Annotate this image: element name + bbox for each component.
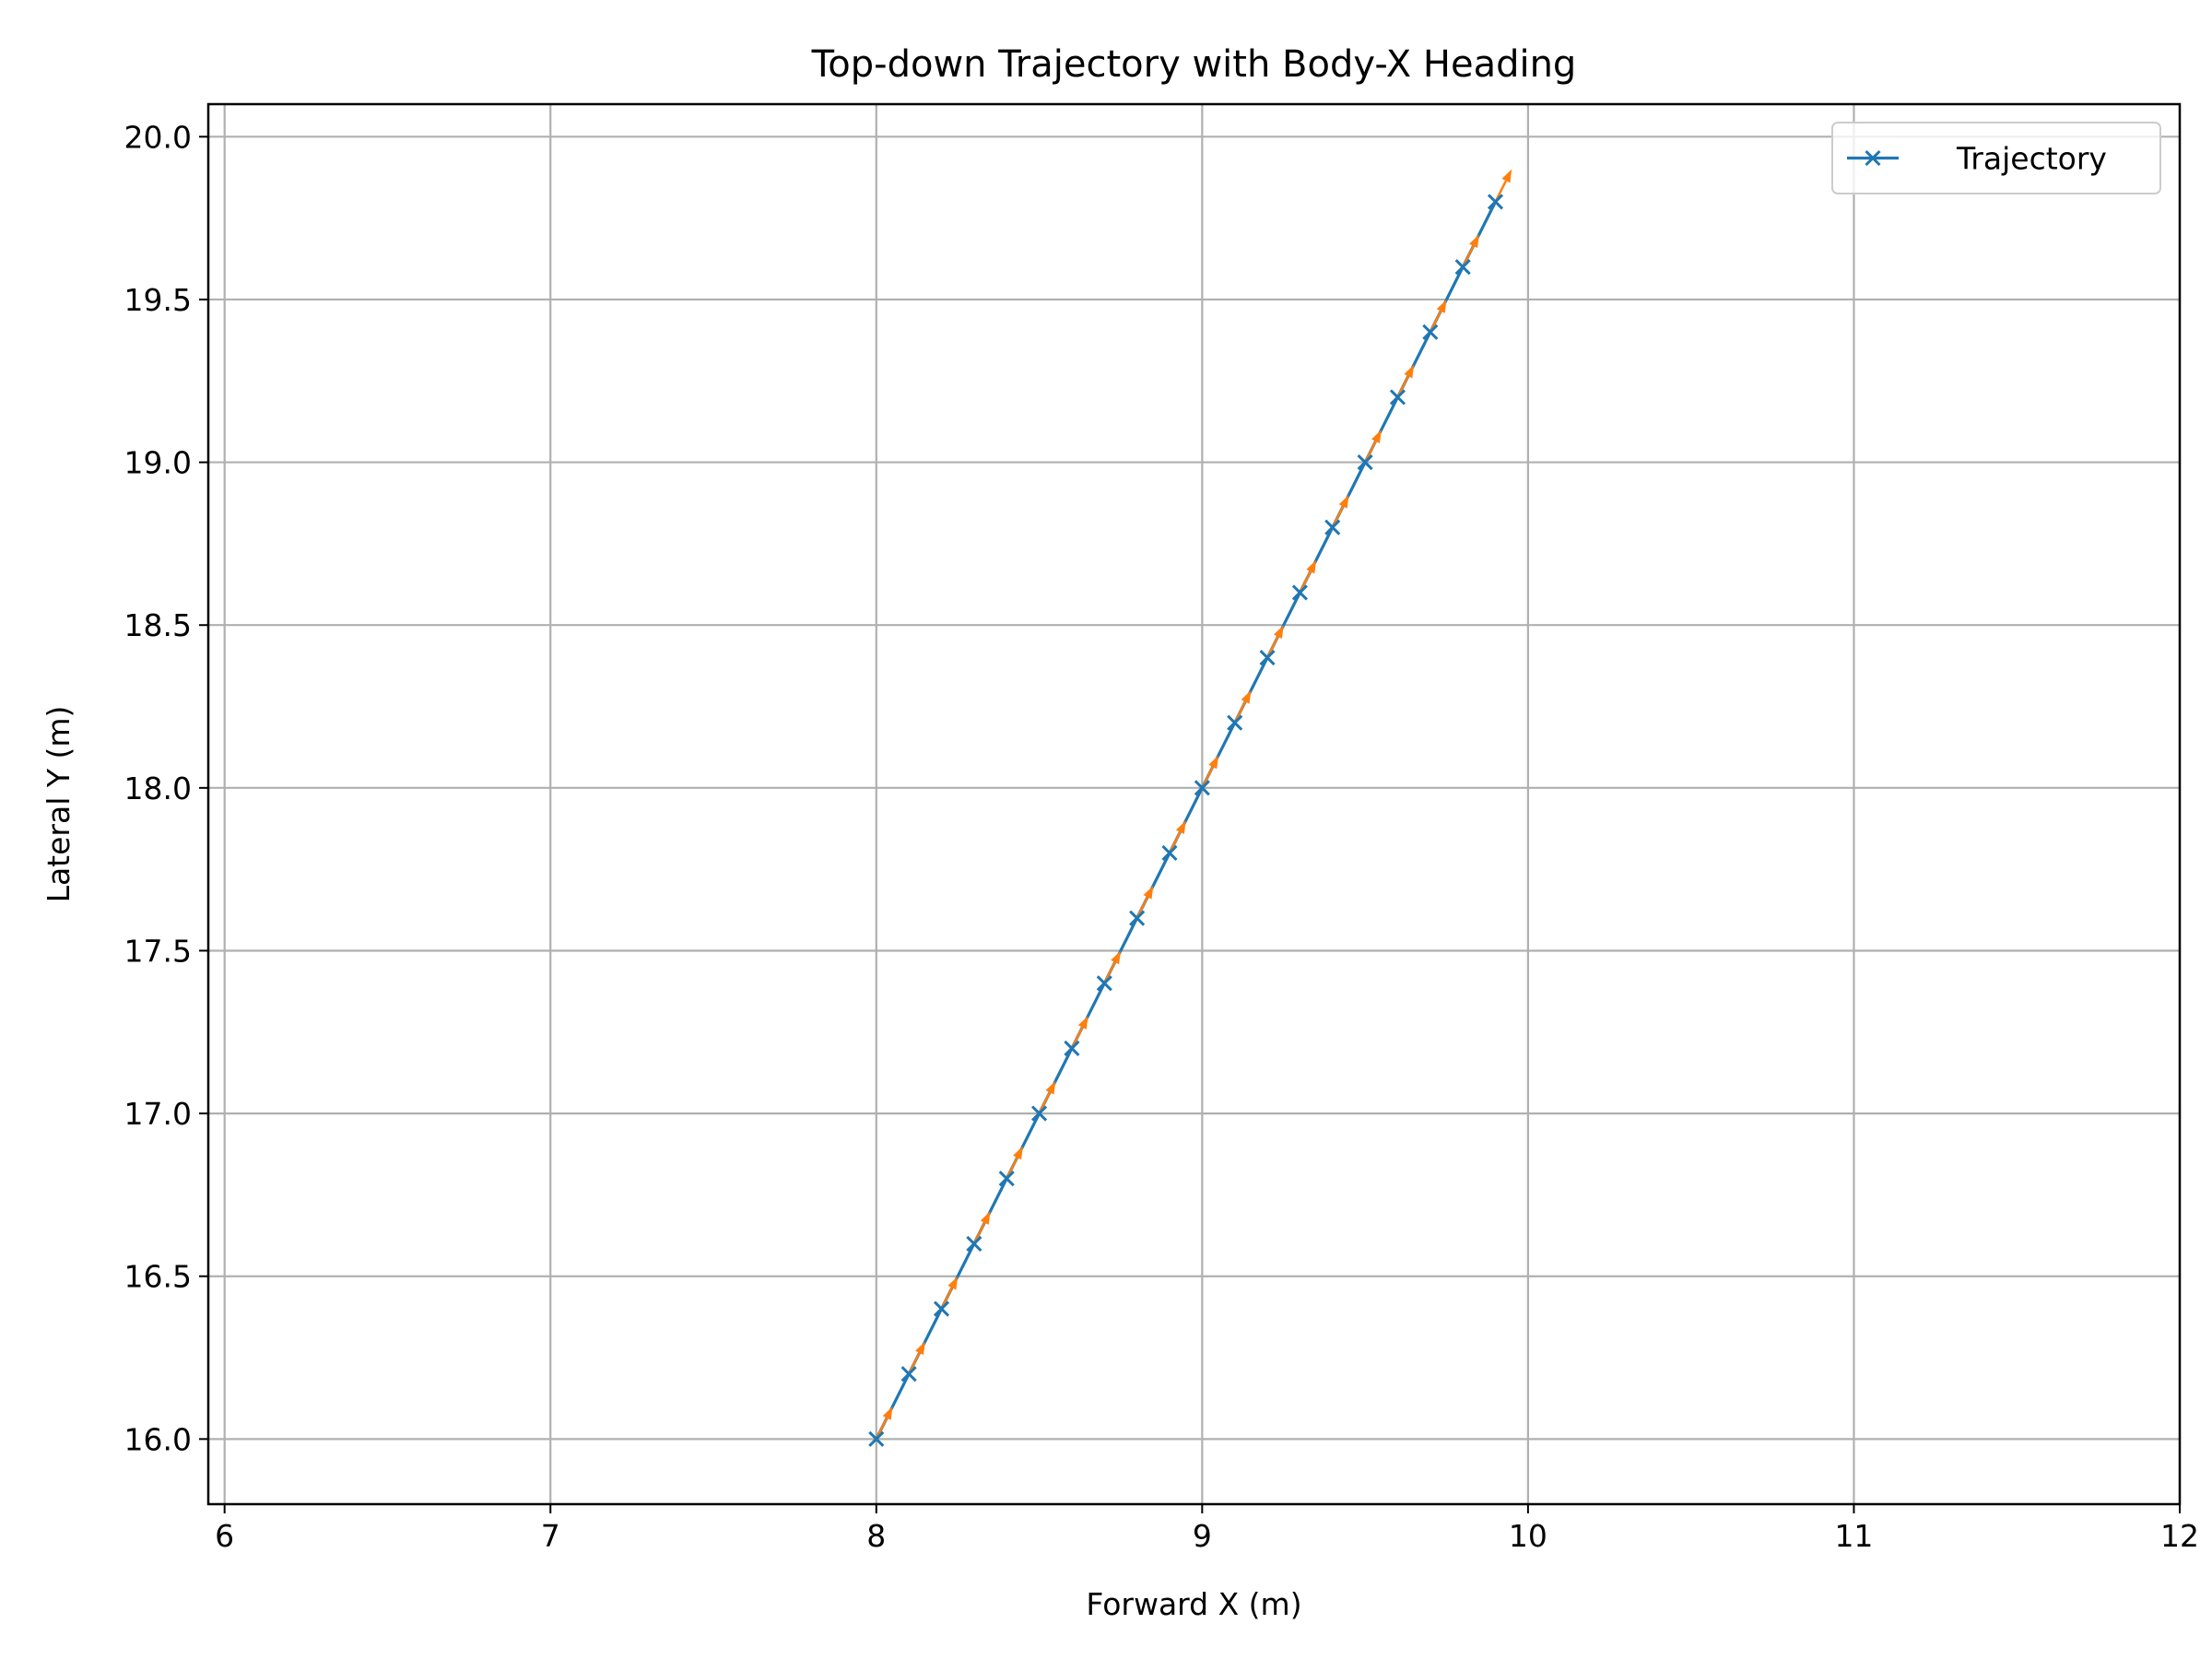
heading-arrow-head bbox=[1371, 429, 1382, 444]
trajectory-point-stroke bbox=[966, 1235, 982, 1252]
heading-arrow-head bbox=[1469, 234, 1479, 249]
heading-arrow-head bbox=[882, 1406, 893, 1420]
trajectory-point-stroke bbox=[1389, 389, 1406, 406]
x-tick-label: 9 bbox=[1193, 1518, 1212, 1554]
x-tick-label: 7 bbox=[541, 1518, 560, 1554]
x-tick-label: 11 bbox=[1834, 1518, 1873, 1554]
heading-arrow-head bbox=[947, 1276, 959, 1290]
trajectory-point bbox=[1324, 519, 1341, 535]
trajectory-point-stroke bbox=[1422, 324, 1439, 340]
plot-content bbox=[868, 169, 1512, 1447]
trajectory-point bbox=[998, 1171, 1015, 1187]
trajectory-point bbox=[1064, 1040, 1080, 1057]
heading-arrow-head bbox=[1143, 885, 1154, 900]
trajectory-point bbox=[1259, 649, 1276, 666]
axis-ticks: 6 7 8 9 10 11 12 16.0 16.5 17.0 17.5 18.0 18.5 19.0 19… bbox=[124, 119, 2199, 1554]
heading-arrow-head bbox=[1338, 494, 1349, 509]
trajectory-point-stroke bbox=[998, 1171, 1015, 1187]
trajectory-point bbox=[1227, 714, 1243, 731]
heading-arrow-head bbox=[980, 1211, 991, 1225]
y-tick-label: 17.0 bbox=[124, 1096, 192, 1132]
x-tick-label: 8 bbox=[866, 1518, 886, 1554]
heading-arrow-head bbox=[1175, 820, 1186, 834]
trajectory-point-stroke bbox=[1324, 519, 1341, 535]
heading-arrow-head bbox=[1241, 689, 1252, 704]
heading-arrow-head bbox=[1045, 1080, 1056, 1095]
trajectory-point-stroke bbox=[1357, 454, 1373, 471]
legend-box bbox=[1831, 122, 2161, 194]
trajectory-point bbox=[966, 1235, 982, 1252]
trajectory-point bbox=[1194, 780, 1210, 796]
legend-label: Trajectory bbox=[1956, 141, 2107, 177]
trajectory-point bbox=[1096, 975, 1112, 992]
trajectory-point bbox=[900, 1366, 917, 1382]
trajectory-point bbox=[1454, 259, 1471, 276]
trajectory-point bbox=[1161, 844, 1178, 862]
heading-arrow-head bbox=[915, 1341, 925, 1356]
heading-arrow-head bbox=[1111, 950, 1121, 965]
grid-lines bbox=[208, 104, 2182, 1504]
trajectory-point-stroke bbox=[1487, 194, 1504, 210]
trajectory-point-stroke bbox=[1194, 780, 1210, 796]
legend-marker-swatch bbox=[1865, 149, 1881, 167]
y-tick-label: 16.5 bbox=[124, 1259, 192, 1295]
heading-arrow-head bbox=[1077, 1016, 1088, 1030]
trajectory-point-stroke bbox=[1129, 910, 1146, 926]
y-tick-label: 17.5 bbox=[124, 933, 192, 969]
y-tick-label: 19.0 bbox=[124, 445, 192, 481]
legend: Trajectory bbox=[1831, 122, 2161, 194]
y-tick-label: 18.0 bbox=[124, 771, 192, 806]
trajectory-point-stroke bbox=[933, 1300, 950, 1317]
y-tick-label: 19.5 bbox=[124, 282, 192, 318]
trajectory-point bbox=[1422, 324, 1439, 340]
trajectory-point bbox=[1291, 584, 1308, 601]
trajectory-point-stroke bbox=[1161, 844, 1178, 862]
trajectory-point bbox=[933, 1300, 950, 1317]
trajectory-point-stroke bbox=[900, 1366, 917, 1382]
x-axis-title: Forward X (m) bbox=[1086, 1586, 1301, 1622]
trajectory-point bbox=[1389, 389, 1406, 406]
y-axis-title: Lateral Y (m) bbox=[41, 706, 76, 903]
trajectory-point-stroke bbox=[1096, 975, 1112, 992]
y-tick-label: 16.0 bbox=[124, 1421, 192, 1457]
trajectory-point bbox=[868, 1430, 885, 1447]
x-tick-label: 12 bbox=[2160, 1518, 2199, 1554]
heading-arrow-head bbox=[1273, 625, 1284, 639]
trajectory-point-stroke bbox=[868, 1430, 885, 1447]
trajectory-point-stroke bbox=[1031, 1105, 1048, 1122]
heading-arrow-head bbox=[1306, 559, 1317, 574]
trajectory-point-stroke bbox=[1259, 649, 1276, 666]
trajectory-point-stroke bbox=[1454, 259, 1471, 276]
heading-arrow-head bbox=[1208, 755, 1219, 770]
x-tick-label: 6 bbox=[215, 1518, 234, 1554]
y-tick-label: 18.5 bbox=[124, 607, 192, 643]
x-tick-label: 10 bbox=[1509, 1518, 1547, 1554]
trajectory-point bbox=[1129, 910, 1146, 926]
heading-arrow-head bbox=[1436, 299, 1447, 313]
trajectory-point bbox=[1357, 454, 1373, 471]
heading-arrow-head bbox=[1404, 364, 1415, 379]
trajectory-point-stroke bbox=[1291, 584, 1308, 601]
trajectory-point-stroke bbox=[1227, 714, 1243, 731]
chart-title: Top-down Trajectory with Body-X Heading bbox=[811, 43, 1577, 86]
trajectory-point bbox=[1487, 194, 1504, 210]
trajectory-point-stroke bbox=[1064, 1040, 1080, 1057]
heading-arrow-head bbox=[1501, 169, 1512, 183]
trajectory-point bbox=[1031, 1105, 1048, 1122]
heading-arrow-head bbox=[1013, 1146, 1023, 1160]
y-tick-label: 20.0 bbox=[124, 119, 192, 155]
axes-frame bbox=[206, 102, 2182, 1506]
